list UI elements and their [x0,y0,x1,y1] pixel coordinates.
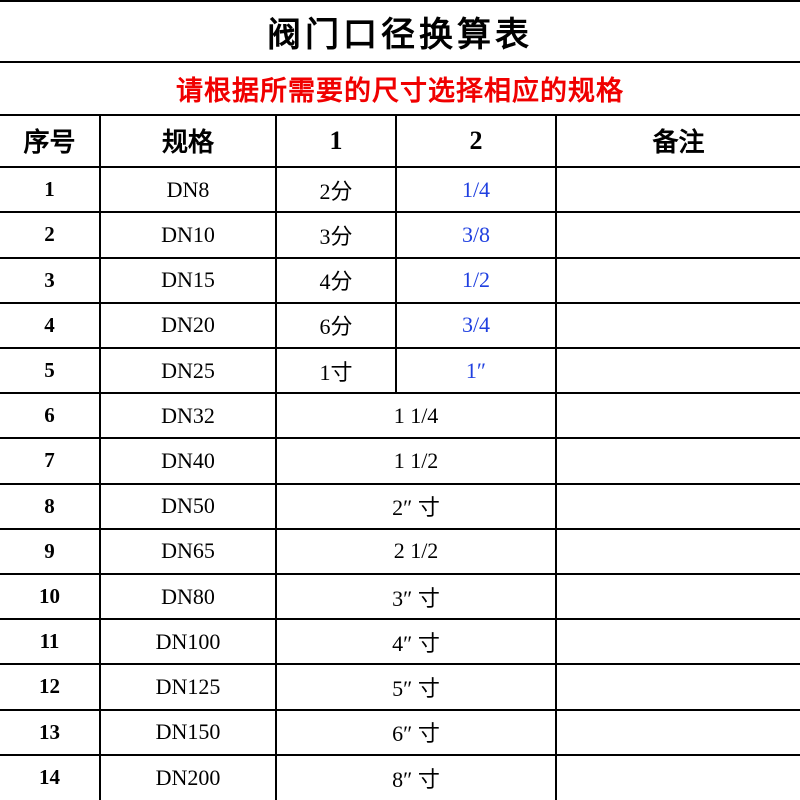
conversion-table: 阀门口径换算表 请根据所需要的尺寸选择相应的规格 序号 规格 1 2 备注 1D… [0,0,800,800]
cell-idx: 13 [0,710,100,755]
cell-note [556,393,800,438]
table-row: 6DN321 1/4 [0,393,800,438]
cell-note [556,348,800,393]
cell-spec: DN50 [100,484,276,529]
cell-spec: DN20 [100,303,276,348]
cell-idx: 8 [0,484,100,529]
cell-idx: 3 [0,258,100,303]
cell-spec: DN125 [100,664,276,709]
table-row: 12DN1255″ 寸 [0,664,800,709]
title-row: 阀门口径换算表 [0,1,800,62]
cell-idx: 4 [0,303,100,348]
cell-c1: 1寸 [276,348,396,393]
cell-idx: 1 [0,167,100,212]
header-row: 序号 规格 1 2 备注 [0,115,800,168]
cell-c2: 1/4 [396,167,556,212]
cell-idx: 9 [0,529,100,574]
cell-note [556,167,800,212]
table-row: 9DN652 1/2 [0,529,800,574]
cell-spec: DN25 [100,348,276,393]
cell-idx: 10 [0,574,100,619]
cell-idx: 11 [0,619,100,664]
cell-spec: DN8 [100,167,276,212]
cell-merged: 2 1/2 [276,529,556,574]
header-c1: 1 [276,115,396,168]
cell-note [556,212,800,257]
cell-note [556,574,800,619]
cell-c1: 2分 [276,167,396,212]
table-row: 3DN154分1/2 [0,258,800,303]
cell-merged: 1 1/4 [276,393,556,438]
table-row: 10DN803″ 寸 [0,574,800,619]
cell-spec: DN100 [100,619,276,664]
cell-merged: 1 1/2 [276,438,556,483]
cell-spec: DN32 [100,393,276,438]
cell-idx: 6 [0,393,100,438]
table-row: 7DN401 1/2 [0,438,800,483]
cell-spec: DN150 [100,710,276,755]
cell-note [556,484,800,529]
header-c2: 2 [396,115,556,168]
cell-c2: 1″ [396,348,556,393]
table-row: 14DN2008″ 寸 [0,755,800,800]
cell-note [556,438,800,483]
cell-spec: DN65 [100,529,276,574]
cell-merged: 6″ 寸 [276,710,556,755]
cell-c1: 6分 [276,303,396,348]
cell-spec: DN200 [100,755,276,800]
cell-idx: 7 [0,438,100,483]
cell-note [556,529,800,574]
cell-c1: 3分 [276,212,396,257]
table-row: 1DN82分1/4 [0,167,800,212]
cell-idx: 12 [0,664,100,709]
cell-spec: DN40 [100,438,276,483]
cell-merged: 8″ 寸 [276,755,556,800]
cell-spec: DN15 [100,258,276,303]
cell-idx: 2 [0,212,100,257]
table-subtitle: 请根据所需要的尺寸选择相应的规格 [0,62,800,115]
cell-note [556,303,800,348]
cell-note [556,664,800,709]
table-row: 13DN1506″ 寸 [0,710,800,755]
cell-idx: 14 [0,755,100,800]
table-row: 2DN103分3/8 [0,212,800,257]
cell-note [556,619,800,664]
table-row: 4DN206分3/4 [0,303,800,348]
header-idx: 序号 [0,115,100,168]
cell-merged: 5″ 寸 [276,664,556,709]
cell-c1: 4分 [276,258,396,303]
header-note: 备注 [556,115,800,168]
cell-merged: 2″ 寸 [276,484,556,529]
cell-note [556,710,800,755]
cell-note [556,258,800,303]
cell-c2: 3/4 [396,303,556,348]
cell-merged: 4″ 寸 [276,619,556,664]
subtitle-row: 请根据所需要的尺寸选择相应的规格 [0,62,800,115]
table-row: 5DN251寸1″ [0,348,800,393]
table-row: 8DN502″ 寸 [0,484,800,529]
table-title: 阀门口径换算表 [0,1,800,62]
table-row: 11DN1004″ 寸 [0,619,800,664]
cell-note [556,755,800,800]
cell-c2: 1/2 [396,258,556,303]
header-spec: 规格 [100,115,276,168]
cell-c2: 3/8 [396,212,556,257]
conversion-table-container: 阀门口径换算表 请根据所需要的尺寸选择相应的规格 序号 规格 1 2 备注 1D… [0,0,800,800]
cell-spec: DN10 [100,212,276,257]
cell-idx: 5 [0,348,100,393]
cell-merged: 3″ 寸 [276,574,556,619]
cell-spec: DN80 [100,574,276,619]
